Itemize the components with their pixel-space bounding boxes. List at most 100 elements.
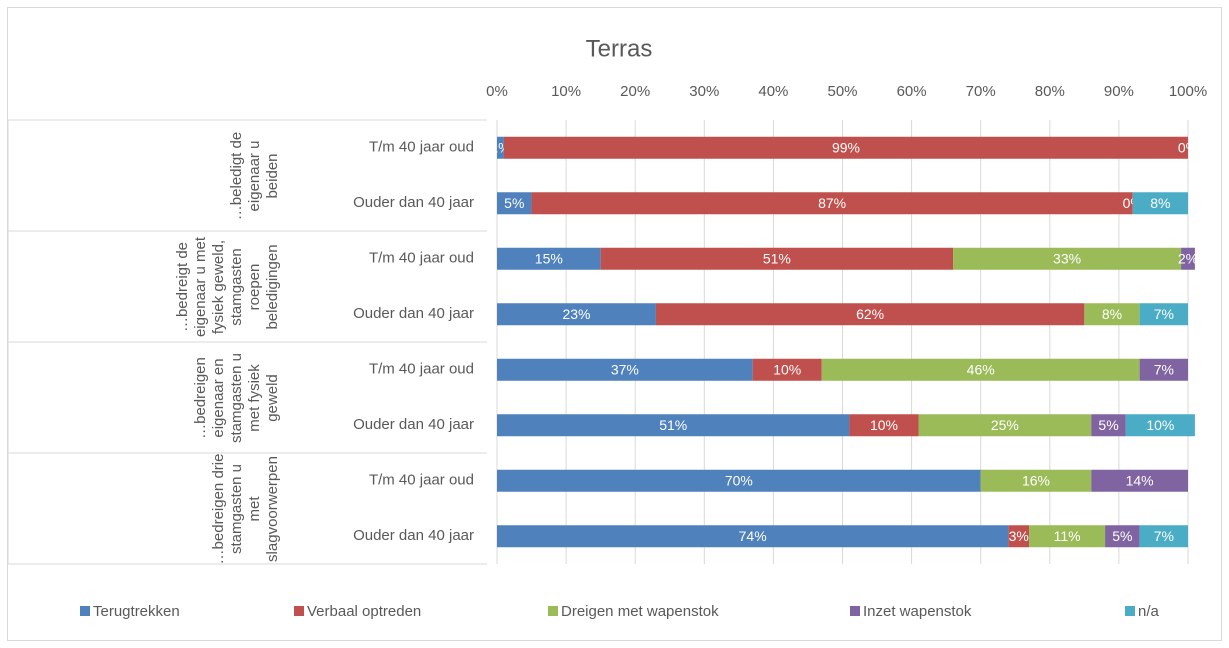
bar-segment — [1132, 192, 1188, 215]
legend-swatch — [548, 606, 558, 616]
legend-label: Inzet wapenstok — [863, 603, 972, 620]
bar-segment — [1125, 414, 1195, 437]
x-tick-label: 70% — [966, 83, 996, 100]
legend-swatch — [850, 606, 860, 616]
data-label: 8% — [1102, 306, 1122, 322]
y-tick-label: Ouder dan 40 jaar — [353, 305, 474, 322]
x-tick-label: 60% — [897, 83, 927, 100]
bar-segment — [1139, 303, 1188, 326]
data-label: 70% — [725, 472, 753, 488]
bar-segment — [1181, 247, 1195, 270]
bar-segment — [1008, 525, 1030, 548]
bar-segment — [503, 136, 1188, 159]
x-tick-label: 100% — [1169, 83, 1207, 100]
x-tick-label: 30% — [689, 83, 719, 100]
data-label: 51% — [763, 250, 791, 266]
bar-segment — [821, 358, 1140, 381]
data-label: 51% — [659, 417, 687, 433]
group-label: …bedreigen drie stamgasten u met slagvoo… — [8, 453, 282, 564]
data-label: 14% — [1126, 472, 1154, 488]
bar-segment — [1105, 525, 1140, 548]
bar-segment — [1139, 525, 1188, 548]
legend-label: Verbaal optreden — [307, 603, 421, 620]
bar-segment — [1084, 303, 1140, 326]
group-label: …bedreigt de eigenaar u met fysiek gewel… — [8, 231, 282, 342]
x-tick-label: 0% — [486, 83, 508, 100]
y-tick-label: T/m 40 jaar oud — [369, 361, 474, 378]
x-tick-label: 50% — [827, 83, 857, 100]
data-label: 7% — [1154, 528, 1174, 544]
bar-segment — [655, 303, 1085, 326]
group-label: …bedreigen eigenaar en stamgasten u met … — [8, 342, 282, 453]
legend-label: n/a — [1138, 603, 1160, 620]
data-label: 62% — [856, 306, 884, 322]
bar-segment — [1091, 414, 1126, 437]
bar-segment — [1029, 525, 1106, 548]
data-label: 16% — [1022, 472, 1050, 488]
data-label: 2% — [1178, 250, 1198, 266]
bar-segment — [1139, 358, 1188, 381]
data-label: 5% — [1112, 528, 1132, 544]
data-label: 37% — [611, 361, 639, 377]
group-label-text: …bedreigen drie stamgasten u met slagvoo… — [210, 453, 281, 564]
data-label: 10% — [773, 361, 801, 377]
x-tick-label: 80% — [1035, 83, 1065, 100]
group-label-text: …beledigt de eigenaar u beiden — [228, 131, 281, 220]
data-label: 8% — [1150, 195, 1170, 211]
y-tick-label: Ouder dan 40 jaar — [353, 527, 474, 544]
y-tick-label: T/m 40 jaar oud — [369, 139, 474, 156]
x-tick-label: 10% — [551, 83, 581, 100]
bar-segment — [497, 469, 981, 492]
x-tick-label: 20% — [620, 83, 650, 100]
x-tick-label: 40% — [758, 83, 788, 100]
data-label: 11% — [1054, 528, 1081, 544]
data-label: 5% — [504, 195, 524, 211]
data-label: 10% — [870, 417, 898, 433]
data-label: 7% — [1154, 361, 1174, 377]
data-label: 25% — [991, 417, 1019, 433]
group-label-text: …bedreigt de eigenaar u met fysiek gewel… — [174, 236, 281, 337]
data-label: 5% — [1098, 417, 1118, 433]
bar-segment — [600, 247, 954, 270]
data-label: 7% — [1154, 306, 1174, 322]
data-label: 46% — [967, 361, 995, 377]
legend-swatch — [80, 606, 90, 616]
bar-segment — [497, 247, 601, 270]
bar-segment — [497, 303, 656, 326]
data-label: 3% — [1009, 528, 1029, 544]
y-tick-label: T/m 40 jaar oud — [369, 250, 474, 267]
chart-title: Terras — [586, 35, 653, 62]
legend-swatch — [1125, 606, 1135, 616]
bar-segment — [953, 247, 1182, 270]
bar-segment — [497, 192, 532, 215]
y-tick-label: T/m 40 jaar oud — [369, 472, 474, 489]
bar-segment — [980, 469, 1092, 492]
data-label: 99% — [832, 139, 860, 155]
data-label: 33% — [1053, 250, 1081, 266]
x-tick-label: 90% — [1104, 83, 1134, 100]
data-label: 23% — [562, 306, 590, 322]
data-label: 15% — [535, 250, 563, 266]
group-label: …beledigt de eigenaar u beiden — [8, 120, 282, 231]
bar-segment — [497, 525, 1009, 548]
bar-segment — [918, 414, 1092, 437]
data-label: 87% — [818, 195, 846, 211]
y-tick-label: Ouder dan 40 jaar — [353, 416, 474, 433]
bar-segment — [497, 414, 850, 437]
bar-segment — [1091, 469, 1188, 492]
bar-segment — [752, 358, 822, 381]
legend-label: Dreigen met wapenstok — [561, 603, 719, 620]
bar-segment — [497, 358, 753, 381]
bar-segment — [531, 192, 1133, 215]
data-label: 0% — [1178, 139, 1198, 155]
bar-segment — [849, 414, 919, 437]
y-tick-label: Ouder dan 40 jaar — [353, 194, 474, 211]
bar-segment — [497, 136, 504, 159]
legend-swatch — [294, 606, 304, 616]
data-label: 74% — [739, 528, 767, 544]
data-label: 10% — [1146, 417, 1174, 433]
group-label-text: …bedreigen eigenaar en stamgasten u met … — [192, 352, 281, 443]
legend-label: Terugtrekken — [93, 603, 180, 620]
